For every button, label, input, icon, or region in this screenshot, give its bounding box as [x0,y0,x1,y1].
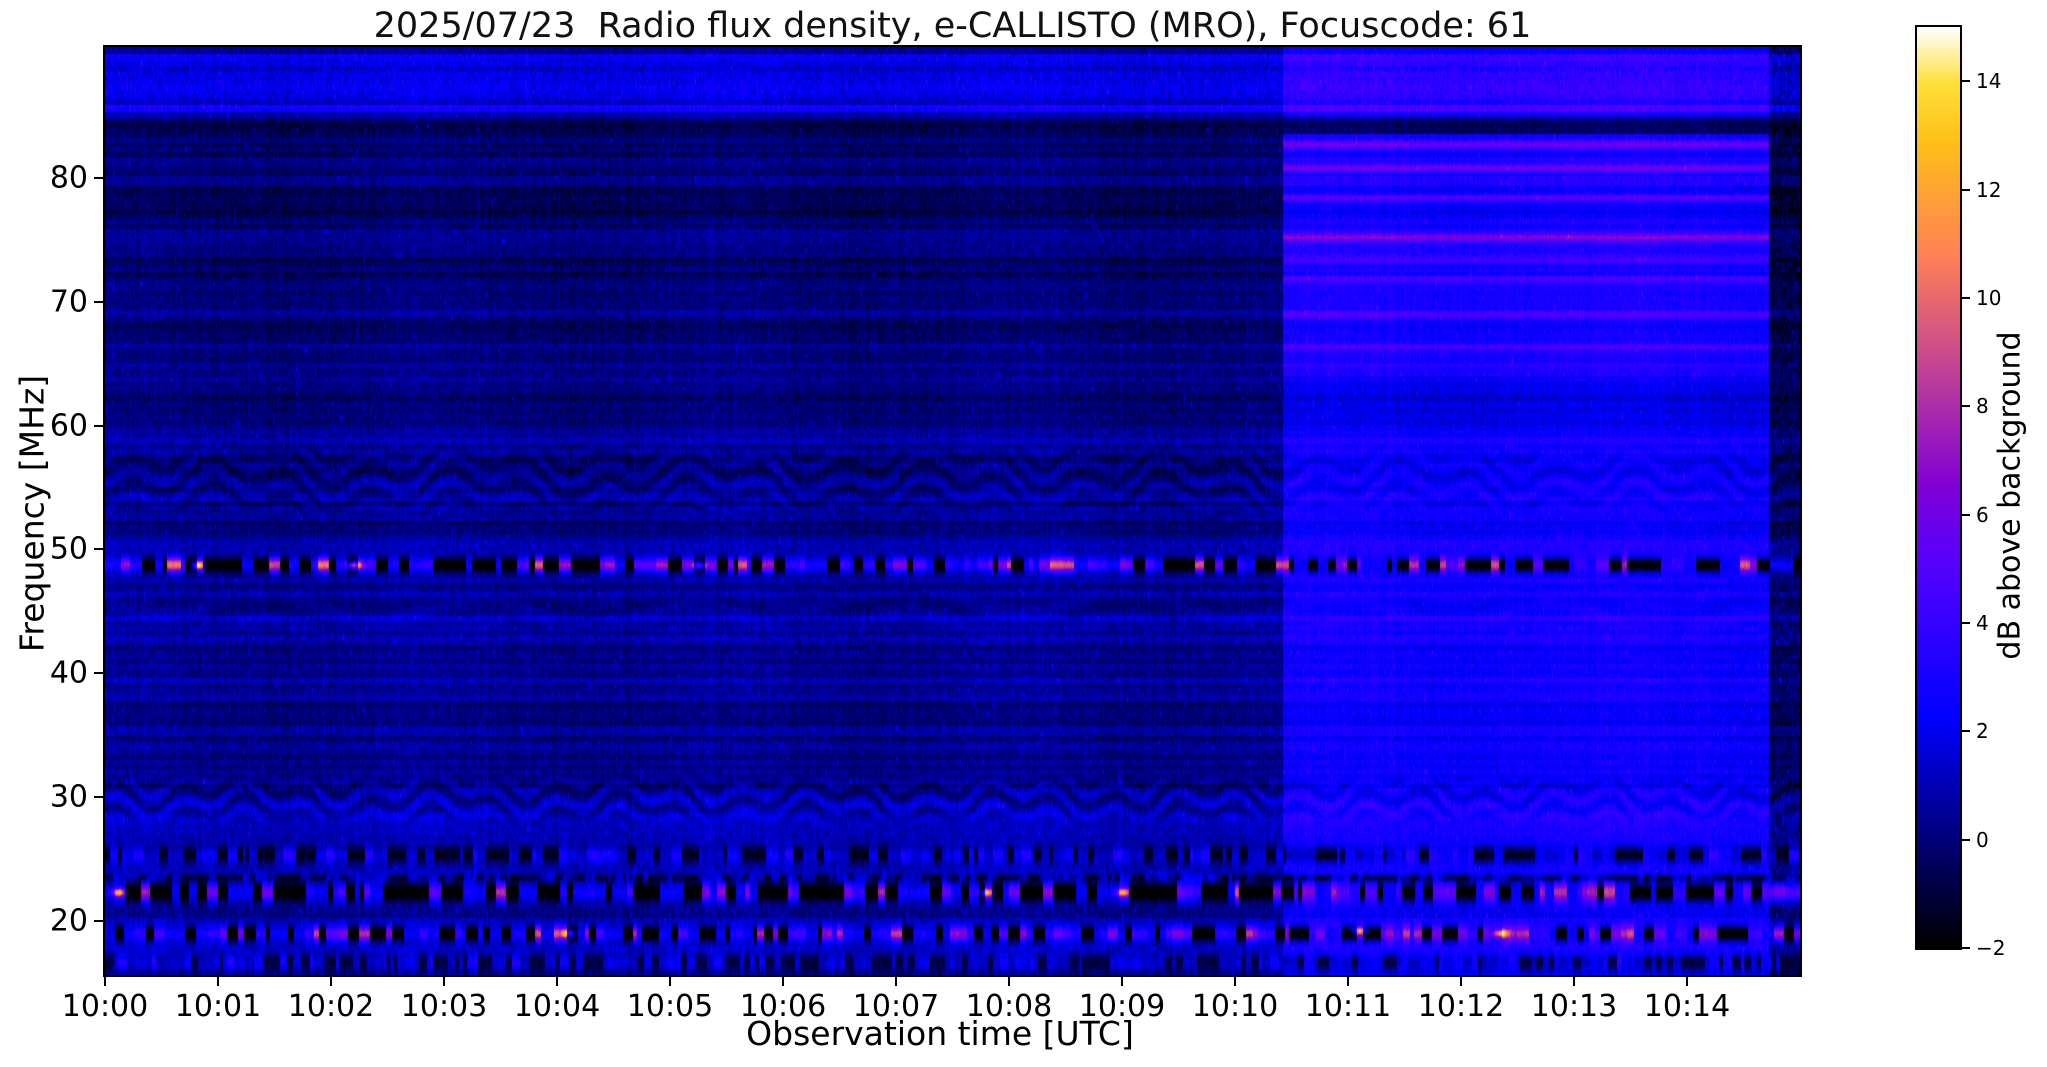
x-tick-label: 10:13 [1530,989,1618,1024]
x-tick-mark [1460,977,1462,986]
y-tick-label: 60 [49,408,88,444]
y-tick-mark [94,672,103,675]
x-tick-label: 10:10 [1191,989,1279,1024]
colorbar-tick-label: 0 [1976,827,1989,852]
colorbar-label: dB above background [1992,331,2028,660]
colorbar-tick-mark [1962,621,1970,624]
spectrogram-canvas [105,47,1800,975]
colorbar-tick-label: 8 [1976,394,1989,419]
colorbar-tick-label: 6 [1976,502,1989,527]
colorbar-tick-mark [1962,405,1970,408]
x-tick-label: 10:05 [626,989,714,1024]
x-tick-mark [330,977,332,986]
x-tick-mark [443,977,445,986]
y-tick-mark [94,300,103,303]
x-tick-label: 10:12 [1417,989,1505,1024]
colorbar-tick-mark [1962,80,1970,83]
x-tick-label: 10:11 [1304,989,1392,1024]
chart-title: 2025/07/23 Radio flux density, e-CALLIST… [373,6,1532,46]
y-tick-mark [94,548,103,551]
colorbar-tick-mark [1962,513,1970,516]
colorbar-tick-mark [1962,838,1970,841]
colorbar-tick-label: 12 [1976,177,2002,202]
x-tick-mark [669,977,671,986]
y-tick-label: 40 [49,655,88,691]
y-tick-label: 30 [49,779,88,815]
y-tick-label: 20 [49,903,88,939]
x-tick-label: 10:14 [1643,989,1731,1024]
x-tick-mark [1234,977,1236,986]
x-tick-label: 10:01 [174,989,262,1024]
x-tick-mark [1347,977,1349,986]
x-tick-mark [1573,977,1575,986]
colorbar-tick-label: 10 [1976,285,2002,310]
y-tick-mark [94,424,103,427]
y-tick-label: 80 [49,160,88,196]
x-tick-label: 10:02 [287,989,375,1024]
colorbar [1915,25,1962,950]
x-tick-label: 10:04 [513,989,601,1024]
colorbar-tick-mark [1962,947,1970,949]
colorbar-tick-label: 14 [1976,69,2002,94]
x-axis-label: Observation time [UTC] [746,1014,1134,1053]
colorbar-tick-mark [1962,296,1970,299]
x-tick-mark [895,977,897,986]
colorbar-tick-label: −2 [1976,936,2006,960]
colorbar-tick-label: 2 [1976,719,1989,744]
x-tick-mark [104,977,106,986]
y-tick-label: 50 [49,531,88,567]
x-tick-label: 10:03 [400,989,488,1024]
colorbar-tick-mark [1962,730,1970,733]
x-tick-label: 10:00 [61,989,149,1024]
x-tick-label: 10:06 [739,989,827,1024]
spectrogram-plot [103,45,1802,977]
x-tick-mark [217,977,219,986]
y-tick-mark [94,919,103,922]
y-tick-mark [94,795,103,798]
colorbar-tick-label: 4 [1976,610,1989,635]
x-tick-label: 10:08 [965,989,1053,1024]
y-tick-mark [94,177,103,180]
x-tick-label: 10:07 [852,989,940,1024]
y-axis-label: Frequency [MHz] [12,374,52,653]
x-tick-mark [556,977,558,986]
x-tick-mark [1008,977,1010,986]
x-tick-mark [1686,977,1688,986]
colorbar-tick-mark [1962,188,1970,191]
y-tick-label: 70 [49,284,88,320]
x-tick-label: 10:09 [1078,989,1166,1024]
x-tick-mark [1121,977,1123,986]
x-tick-mark [782,977,784,986]
